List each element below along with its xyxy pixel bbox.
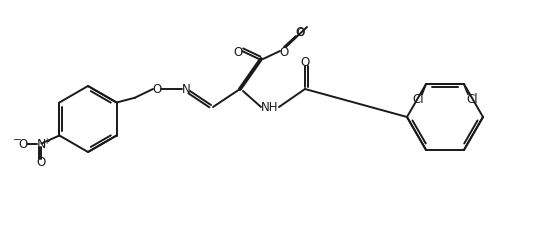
Text: N: N [182, 83, 190, 96]
Text: +: + [43, 137, 50, 145]
Text: O: O [295, 26, 305, 39]
Text: N: N [37, 137, 46, 150]
Text: NH: NH [261, 101, 279, 114]
Text: O: O [19, 137, 28, 150]
Text: −: − [13, 135, 22, 145]
Text: O: O [279, 45, 289, 58]
Text: O: O [300, 55, 309, 68]
Text: O: O [37, 155, 46, 168]
Text: O: O [234, 45, 243, 58]
Text: O: O [152, 83, 162, 96]
Text: Cl: Cl [466, 92, 478, 105]
Text: O: O [296, 28, 304, 38]
Text: Cl: Cl [412, 92, 424, 105]
